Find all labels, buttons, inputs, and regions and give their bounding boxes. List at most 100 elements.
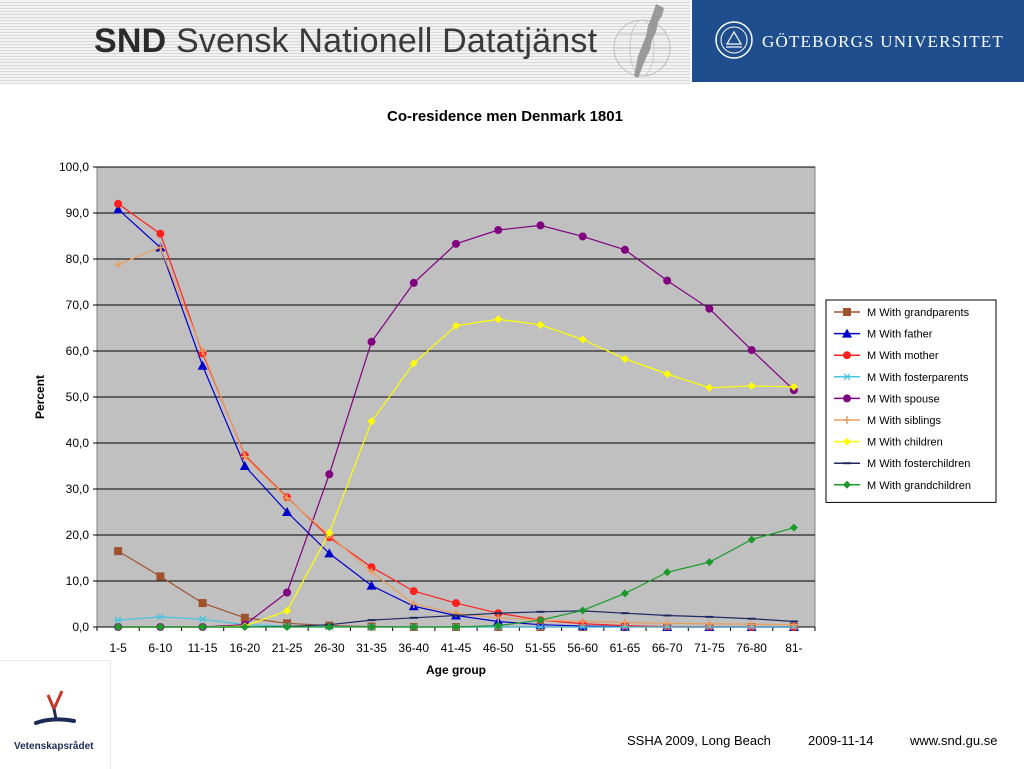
vetenskapsradet-logo: Vetenskapsrådet — [0, 660, 111, 769]
data-point — [620, 589, 629, 598]
y-tick-label: 20,0 — [66, 528, 90, 542]
data-point — [620, 245, 629, 254]
data-point — [114, 199, 123, 208]
legend-item: M With spouse — [834, 393, 940, 405]
series-m-with-grandchildren — [114, 523, 798, 631]
y-axis-title: Percent — [33, 375, 47, 419]
legend-label: M With grandparents — [867, 307, 970, 319]
data-point — [114, 260, 123, 269]
vetenskapsradet-text: Vetenskapsrådet — [14, 741, 94, 752]
legend-item: M With grandchildren — [834, 480, 971, 492]
data-point — [367, 567, 376, 576]
university-seal-icon — [715, 21, 753, 59]
data-point — [620, 618, 629, 627]
data-point — [663, 276, 672, 285]
data-point — [324, 548, 335, 558]
y-tick-label: 60,0 — [66, 344, 90, 358]
x-tick-label: 56-60 — [567, 641, 598, 655]
legend-label: M With siblings — [867, 415, 941, 427]
data-point — [240, 452, 249, 461]
data-point — [536, 623, 545, 631]
data-point — [747, 620, 756, 629]
data-point — [452, 239, 460, 248]
y-tick-label: 80,0 — [66, 252, 90, 266]
data-point — [620, 623, 629, 631]
legend-marker — [843, 351, 851, 360]
data-point — [494, 226, 503, 235]
legend-item: M With children — [834, 437, 943, 449]
data-point — [283, 494, 292, 503]
series-m-with-siblings — [114, 243, 798, 629]
data-point — [578, 623, 587, 631]
y-tick-label: 10,0 — [66, 574, 90, 588]
x-tick-label: 51-55 — [525, 641, 556, 655]
data-point — [494, 315, 503, 324]
chart-title: Co-residence men Denmark 1801 — [387, 108, 623, 125]
data-point — [452, 321, 460, 330]
data-point — [578, 606, 587, 615]
data-point — [663, 370, 672, 378]
data-point — [367, 623, 376, 631]
data-point — [198, 615, 207, 623]
data-point — [240, 623, 249, 631]
legend-label: M With children — [867, 437, 943, 449]
data-point — [705, 619, 714, 628]
data-point — [197, 360, 208, 370]
snd-title: SND Svensk Nationell Datatjänst — [94, 22, 598, 60]
data-point — [789, 382, 798, 391]
x-tick-label: 61-65 — [610, 641, 641, 655]
y-tick-label: 70,0 — [66, 298, 90, 312]
y-tick-label: 90,0 — [66, 206, 90, 220]
data-point — [114, 616, 123, 624]
data-point — [325, 470, 334, 479]
data-point — [409, 600, 418, 608]
legend-label: M With fosterparents — [867, 372, 969, 384]
data-point — [747, 381, 756, 390]
y-tick-label: 50,0 — [66, 390, 90, 404]
x-tick-label: 21-25 — [272, 641, 303, 655]
data-point — [282, 507, 293, 516]
university-banner: GÖTEBORGS UNIVERSITET — [692, 0, 1024, 82]
x-tick-label: 66-70 — [652, 641, 683, 655]
footer-url[interactable]: www.snd.gu.se — [910, 733, 998, 748]
y-tick-label: 0,0 — [72, 620, 89, 634]
footer-conference: SSHA 2009, Long Beach — [627, 733, 771, 748]
data-point — [494, 613, 503, 622]
data-point — [240, 613, 249, 622]
legend-item: M With fosterchildren — [834, 458, 970, 470]
legend-marker — [843, 480, 851, 489]
data-point — [747, 535, 756, 544]
data-point — [705, 304, 714, 313]
data-point — [705, 558, 714, 567]
data-point — [156, 243, 165, 252]
legend-label: M With spouse — [867, 393, 940, 405]
data-point — [283, 623, 292, 631]
legend-item: M With mother — [834, 350, 939, 362]
x-tick-label: 31-35 — [356, 641, 387, 655]
legend-item: M With fosterparents — [834, 372, 969, 384]
data-point — [663, 619, 672, 628]
x-axis-title: Age group — [426, 663, 486, 677]
y-tick-label: 40,0 — [66, 436, 90, 450]
legend-label: M With fosterchildren — [867, 458, 970, 470]
legend-marker — [843, 437, 851, 446]
data-point — [494, 621, 503, 630]
data-point — [452, 623, 460, 631]
data-point — [409, 587, 418, 596]
data-point — [578, 335, 587, 344]
data-point — [198, 599, 207, 608]
globe-logo-icon — [613, 4, 671, 78]
data-point — [663, 568, 672, 577]
data-point — [789, 523, 798, 532]
x-tick-label: 36-40 — [398, 641, 429, 655]
data-point — [198, 623, 207, 631]
data-point — [409, 278, 418, 287]
footer-date: 2009-11-14 — [808, 733, 874, 748]
data-point — [578, 232, 587, 241]
data-point — [367, 337, 376, 346]
data-point — [536, 616, 545, 625]
data-point — [325, 528, 334, 537]
x-tick-label: 71-75 — [694, 641, 725, 655]
data-point — [367, 417, 376, 426]
x-tick-label: 76-80 — [736, 641, 767, 655]
